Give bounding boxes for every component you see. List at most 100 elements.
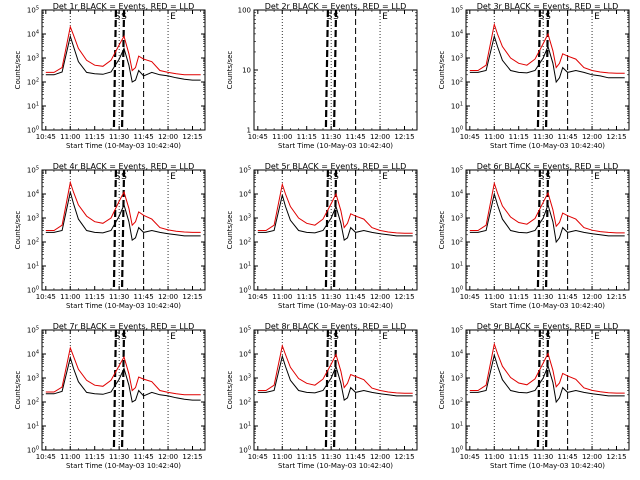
interval-boundary-line (112, 9, 117, 131)
y-tick-label: 101 (239, 262, 251, 271)
y-tick-label: 103 (27, 54, 39, 63)
x-tick-label: 12:15 (606, 453, 626, 461)
interval-marker-label: S (545, 332, 551, 342)
x-tick-label: 11:30 (321, 133, 341, 141)
y-tick-label: 103 (239, 214, 251, 223)
interval-marker-label: E (382, 332, 388, 342)
interval-marker-label: S (115, 172, 121, 182)
detector-panel-9: 100 101 102 103 104 105 10:45 11:00 11:15 11:30 11… (438, 322, 630, 470)
x-tick-label: 11:30 (321, 293, 341, 301)
panel-title: Det 1r BLACK = Events, RED = LLD (53, 2, 195, 11)
panel-title: Det 9r BLACK = Events, RED = LLD (477, 322, 619, 331)
x-tick-label: 11:45 (134, 133, 154, 141)
x-axis-label: Start Time (10-May-03 10:42:40) (490, 142, 605, 150)
y-axis-label: Counts/sec (14, 211, 22, 250)
y-tick-label: 102 (451, 78, 463, 87)
y-tick-label: 104 (451, 30, 463, 39)
x-tick-label: 11:15 (297, 453, 317, 461)
detector-panel-4: 100 101 102 103 104 105 10:45 11:00 11:15 11:30 11… (14, 162, 206, 310)
x-tick-label: 12:00 (582, 453, 602, 461)
series-line-events (45, 191, 201, 241)
x-tick-label: 11:30 (109, 453, 129, 461)
y-axis-label: Counts/sec (438, 371, 446, 410)
y-axis-label: Counts/sec (438, 211, 446, 250)
detector-panel-3: 100 101 102 103 104 105 10:45 11:00 11:15 11:30 11… (438, 2, 630, 150)
x-tick-label: 11:00 (272, 293, 292, 301)
y-tick-label: 105 (451, 166, 463, 175)
x-tick-label: 12:00 (158, 453, 178, 461)
y-tick-label: 105 (451, 326, 463, 335)
interval-marker-label: E (382, 12, 388, 22)
x-tick-label: 11:00 (60, 133, 80, 141)
interval-boundary-line (544, 329, 550, 451)
x-tick-label: 11:45 (134, 453, 154, 461)
interval-boundary-line (536, 169, 541, 291)
series-line-events (45, 355, 201, 403)
series-line-events (469, 353, 625, 404)
x-tick-label: 12:15 (182, 453, 202, 461)
interval-boundary-line (332, 169, 338, 291)
series-line-lld (257, 343, 413, 394)
y-tick-label: 1 (247, 127, 251, 135)
x-tick-label: 11:00 (272, 453, 292, 461)
x-tick-label: 10:45 (36, 133, 56, 141)
interval-boundary-line (120, 329, 126, 451)
interval-marker-label: S (327, 12, 333, 22)
interval-marker-label: E (170, 332, 176, 342)
x-tick-label: 11:15 (509, 293, 529, 301)
x-axis-label: Start Time (10-May-03 10:42:40) (66, 142, 181, 150)
x-tick-label: 12:15 (394, 453, 414, 461)
y-tick-label: 101 (239, 422, 251, 431)
x-tick-label: 12:15 (182, 293, 202, 301)
series-line-events (469, 34, 625, 84)
panel-title: Det 3r BLACK = Events, RED = LLD (477, 2, 619, 11)
x-tick-label: 11:45 (134, 293, 154, 301)
y-tick-label: 104 (451, 350, 463, 359)
y-tick-label: 105 (27, 326, 39, 335)
interval-boundary-line (324, 9, 329, 131)
x-tick-label: 11:45 (558, 133, 578, 141)
x-tick-label: 12:00 (158, 293, 178, 301)
panel-title: Det 6r BLACK = Events, RED = LLD (477, 162, 619, 171)
y-tick-label: 101 (451, 262, 463, 271)
x-tick-label: 12:15 (606, 293, 626, 301)
interval-boundary-line (112, 329, 117, 451)
interval-boundary-line (536, 9, 541, 131)
x-tick-label: 11:00 (484, 133, 504, 141)
y-tick-label: 105 (27, 166, 39, 175)
x-axis-label: Start Time (10-May-03 10:42:40) (278, 142, 393, 150)
plot-frame (41, 329, 206, 451)
detector-panel-8: 100 101 102 103 104 105 10:45 11:00 11:15 11:30 11… (226, 322, 418, 470)
interval-boundary-line (120, 169, 126, 291)
y-tick-label: 104 (27, 30, 39, 39)
y-tick-label: 100 (27, 446, 39, 455)
interval-marker-label: S (115, 12, 121, 22)
x-axis-label: Start Time (10-May-03 10:42:40) (490, 302, 605, 310)
interval-marker-label: S (539, 12, 545, 22)
interval-marker-label: S (121, 172, 127, 182)
detector-panel-1: 100 101 102 103 104 105 10:45 11:00 11:15 11:30 11… (14, 2, 206, 150)
x-tick-label: 12:15 (394, 293, 414, 301)
x-tick-label: 12:00 (582, 133, 602, 141)
x-tick-label: 11:00 (272, 133, 292, 141)
y-tick-label: 103 (239, 374, 251, 383)
panel-title: Det 4r BLACK = Events, RED = LLD (53, 162, 195, 171)
series-line-lld (257, 182, 413, 234)
y-tick-label: 102 (27, 78, 39, 87)
x-tick-label: 10:45 (460, 133, 480, 141)
plot-frame (465, 169, 630, 291)
interval-marker-label: E (170, 12, 176, 22)
y-tick-label: 105 (239, 326, 251, 335)
x-tick-label: 11:15 (297, 133, 317, 141)
y-axis-label: Counts/sec (226, 51, 234, 90)
x-tick-label: 12:00 (370, 293, 390, 301)
series-line-events (257, 354, 413, 401)
x-axis-label: Start Time (10-May-03 10:42:40) (278, 302, 393, 310)
series-line-lld (469, 342, 625, 394)
x-tick-label: 11:30 (109, 293, 129, 301)
y-tick-label: 100 (451, 286, 463, 295)
plot-frame (253, 329, 418, 451)
plot-frame (253, 169, 418, 291)
y-tick-label: 100 (451, 126, 463, 135)
y-tick-label: 103 (451, 54, 463, 63)
